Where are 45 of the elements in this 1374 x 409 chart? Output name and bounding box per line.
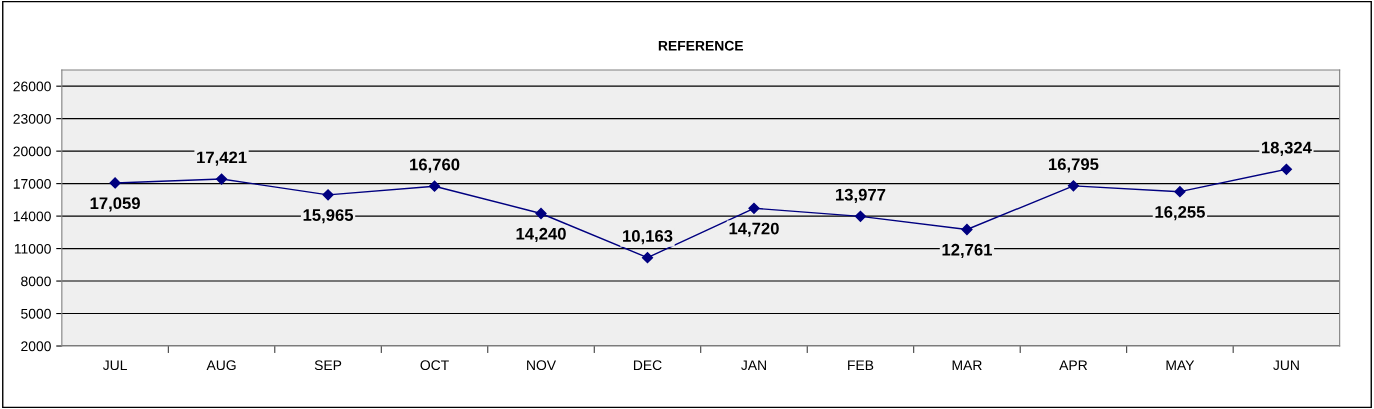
- data-label: 14,720: [729, 222, 779, 237]
- data-label: 14,240: [516, 227, 566, 243]
- x-tick-label: JAN: [741, 360, 766, 371]
- data-label: 10,163: [623, 230, 673, 245]
- data-label: 16,795: [1049, 158, 1099, 173]
- y-tick-label: 5000: [21, 308, 51, 319]
- point: [1280, 163, 1293, 175]
- x-tick-label: MAR: [952, 360, 982, 370]
- point: [535, 207, 547, 220]
- y-tick-label: 26000: [13, 81, 51, 92]
- data-label: 16,255: [1155, 206, 1205, 221]
- x-tick-label: NOV: [527, 360, 556, 371]
- y-tick-label: 23000: [13, 113, 51, 124]
- data-label: 17,059: [90, 197, 140, 212]
- x-tick-label: MAY: [1166, 360, 1195, 370]
- y-tick-label: 11000: [14, 243, 51, 254]
- point: [428, 180, 441, 192]
- point: [1067, 180, 1080, 192]
- x-tick-label: AUG: [206, 360, 236, 371]
- point: [1174, 186, 1186, 198]
- x-tick-label: OCT: [420, 360, 449, 371]
- data-label: 16,760: [410, 158, 460, 173]
- point: [854, 210, 867, 222]
- x-tick-label: FEB: [848, 360, 874, 370]
- chart-title: REFERENCE: [658, 40, 744, 51]
- x-tick-label: DEC: [633, 360, 662, 371]
- y-tick-label: 2000: [21, 341, 51, 352]
- point: [748, 202, 760, 214]
- x-tick-label: JUN: [1273, 360, 1299, 371]
- y-tick-label: 17000: [13, 178, 51, 189]
- point: [961, 223, 973, 236]
- y-tick-label: 14000: [13, 211, 51, 222]
- data-label: 13,977: [836, 188, 886, 203]
- y-tick-label: 8000: [21, 276, 51, 287]
- x-tick-label: SEP: [314, 360, 342, 371]
- point: [215, 173, 228, 185]
- data-label: 18,324: [1261, 141, 1312, 156]
- data-label: 12,761: [942, 243, 992, 259]
- point: [641, 252, 654, 264]
- data-label: 17,421: [197, 151, 247, 166]
- x-tick-label: APR: [1059, 360, 1088, 370]
- point: [322, 189, 334, 201]
- x-tick-label: JUL: [102, 360, 127, 371]
- y-tick-label: 20000: [13, 146, 51, 157]
- data-label: 15,965: [303, 209, 354, 224]
